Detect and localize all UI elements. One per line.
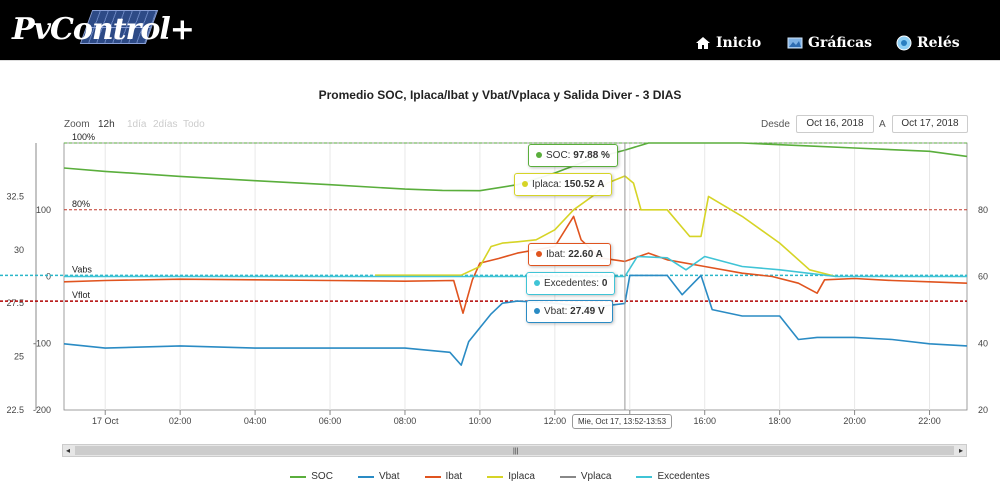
threshold-label: 80% <box>72 199 90 209</box>
series-line-ibat <box>63 215 968 315</box>
soc-tick-label: 40 <box>978 338 988 348</box>
current-tick-label: 100 <box>36 205 51 215</box>
legend-swatch <box>487 475 504 478</box>
legend-item-iplaca[interactable]: Iplaca <box>487 471 535 482</box>
legend-item-vbat[interactable]: Vbat <box>357 471 400 482</box>
nav-reles-label: Relés <box>917 35 960 51</box>
tooltip-soc: SOC: 97.88 % <box>528 144 618 167</box>
nav-graficas-label: Gráficas <box>808 35 873 51</box>
tooltip-ibat-label: Ibat: <box>546 249 566 260</box>
current-tick-label: 0 <box>46 272 51 282</box>
nav-reles[interactable]: Relés <box>896 35 960 51</box>
pvcontrol-logo[interactable]: PvControl+ <box>12 6 195 56</box>
logo-text: PvControl+ <box>12 12 195 47</box>
legend-item-soc[interactable]: SOC <box>290 471 333 482</box>
current-tick-label: -200 <box>33 405 51 415</box>
tooltip-iplaca-value: 150.52 A <box>564 179 605 190</box>
x-tick-label: 12:00 <box>544 416 567 426</box>
zoom-label: Zoom <box>64 119 90 130</box>
x-tick-label: 17 Oct <box>92 416 119 426</box>
threshold-label: Vabs <box>72 264 92 274</box>
voltage-tick-label: 25 <box>14 352 24 362</box>
tooltip-vbat: Vbat: 27.49 V <box>526 300 613 323</box>
nav-inicio-label: Inicio <box>716 35 762 51</box>
current-tick-label: -100 <box>33 338 51 348</box>
voltage-tick-label: 22.5 <box>6 405 24 415</box>
scroll-left-icon[interactable]: ◂ <box>66 446 71 455</box>
legend-label: Iplaca <box>508 471 535 482</box>
tooltip-excedentes-label: Excedentes: <box>544 278 600 289</box>
x-tick-label: 08:00 <box>394 416 417 426</box>
soc-tick-label: 80 <box>978 205 988 215</box>
legend-swatch <box>290 475 307 478</box>
relay-icon <box>896 35 912 51</box>
scrollbar-grip: ||| <box>513 448 519 455</box>
nav-inicio[interactable]: Inicio <box>695 35 761 51</box>
x-tick-label: 18:00 <box>768 416 791 426</box>
legend-item-vplaca[interactable]: Vplaca <box>559 471 612 482</box>
zoom-2dias-button[interactable]: 2días <box>153 119 178 130</box>
desde-date-input[interactable]: Oct 16, 2018 <box>796 115 874 133</box>
soc-tick-label: 20 <box>978 405 988 415</box>
legend-label: Vbat <box>378 471 400 482</box>
x-tick-label: 02:00 <box>169 416 192 426</box>
scroll-right-icon[interactable]: ▸ <box>958 446 963 455</box>
x-tick-label: 04:00 <box>244 416 267 426</box>
legend-label: Excedentes <box>657 471 710 482</box>
tooltip-ibat: Ibat: 22.60 A <box>528 243 611 266</box>
soc-tick-label: 60 <box>978 272 988 282</box>
top-navigation-bar: PvControl+ Inicio Gráficas Relés <box>0 0 1000 60</box>
tooltip-vbat-label: Vbat: <box>544 306 568 317</box>
tooltip-soc-value: 97.88 % <box>573 150 610 161</box>
series-line-iplaca <box>375 175 837 278</box>
desde-label: Desde <box>761 119 790 130</box>
a-label: A <box>879 119 886 130</box>
tooltip-iplaca: Iplaca: 150.52 A <box>514 173 613 196</box>
legend-item-ibat[interactable]: Ibat <box>424 471 463 482</box>
legend-swatch <box>357 475 374 478</box>
zoom-todo-button[interactable]: Todo <box>183 119 205 130</box>
legend-swatch <box>636 475 653 478</box>
legend-item-excedentes[interactable]: Excedentes <box>636 471 710 482</box>
tooltip-time: Mie, Oct 17, 13:52-13:53 <box>572 414 673 429</box>
x-tick-label: 16:00 <box>693 416 716 426</box>
scrollbar-thumb[interactable] <box>75 446 954 455</box>
chart-panel <box>0 60 1000 503</box>
voltage-tick-label: 27.5 <box>6 298 24 308</box>
tooltip-excedentes: Excedentes: 0 <box>526 272 616 295</box>
x-tick-label: 10:00 <box>469 416 492 426</box>
tooltip-excedentes-value: 0 <box>601 278 608 289</box>
x-tick-label: 20:00 <box>843 416 866 426</box>
nav-graficas[interactable]: Gráficas <box>787 35 872 51</box>
navigator-scrollbar[interactable]: ◂ ||| ▸ <box>62 444 967 457</box>
zoom-1dia-button[interactable]: 1día <box>127 119 147 130</box>
chart-image-icon <box>787 37 803 49</box>
threshold-label: 100% <box>72 132 95 142</box>
voltage-tick-label: 30 <box>14 245 24 255</box>
tooltip-ibat-value: 22.60 A <box>568 249 603 260</box>
chart-title: Promedio SOC, Iplaca/Ibat y Vbat/Vplaca … <box>318 88 682 102</box>
series-line-excedentes <box>64 255 967 278</box>
legend-label: Vplaca <box>580 471 612 482</box>
home-icon <box>696 37 710 49</box>
legend-label: SOC <box>311 471 333 482</box>
zoom-12h-button[interactable]: 12h <box>98 119 115 130</box>
x-tick-label: 06:00 <box>319 416 342 426</box>
a-date-input[interactable]: Oct 17, 2018 <box>892 115 968 133</box>
x-tick-label: 22:00 <box>918 416 941 426</box>
tooltip-vbat-value: 27.49 V <box>570 306 605 317</box>
tooltip-iplaca-label: Iplaca: <box>532 179 562 190</box>
legend-label: Ibat <box>445 471 463 482</box>
legend-swatch <box>559 475 576 478</box>
voltage-tick-label: 32.5 <box>6 191 24 201</box>
legend-swatch <box>424 475 441 478</box>
series-line-vbat <box>63 274 968 366</box>
threshold-label: Vflot <box>72 290 91 300</box>
chart-legend: SOC Vbat Ibat Iplaca Vplaca Excedentes <box>0 471 1000 482</box>
tooltip-soc-label: SOC: <box>546 150 571 161</box>
